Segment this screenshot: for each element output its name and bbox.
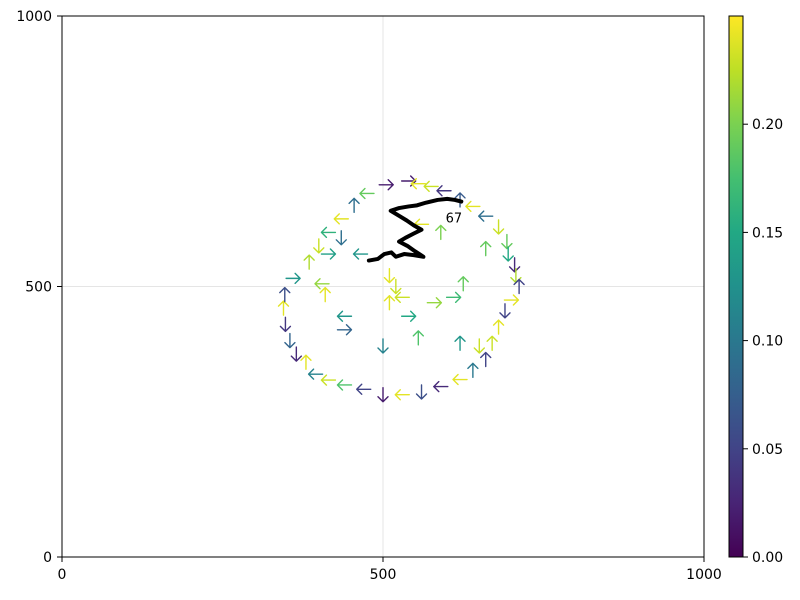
field-arrow [478,210,494,222]
field-arrow [457,276,469,292]
field-arrow [378,179,394,191]
field-arrow [285,272,301,285]
field-arrow [290,346,303,362]
field-arrow [279,316,292,333]
field-arrow [415,384,428,400]
field-arrow [503,294,520,306]
grid-lines [62,16,704,557]
trajectory-line [366,196,464,263]
field-arrow [377,387,389,403]
field-arrow [400,310,417,322]
field-arrow [284,332,296,349]
colorbar-tick-label: 0.00 [752,550,783,566]
colorbar-tick-label: 0.15 [752,225,783,241]
field-arrow [320,374,337,386]
field-arrow [452,373,468,386]
y-tick-label: 0 [43,550,52,566]
field-arrow [433,380,449,393]
trajectory-annotation: 67 [446,211,463,226]
field-arrow [473,338,485,354]
field-arrow [383,295,396,311]
field-arrow [501,233,513,250]
field-arrow [513,278,525,295]
field-arrow [277,300,290,316]
field-arrow [320,248,337,260]
colorbar-tick-label: 0.10 [752,334,783,350]
field-arrow [348,197,360,214]
field-arrow [499,303,511,319]
x-tick-label: 0 [58,567,67,583]
field-arrow [467,362,479,379]
colorbar: 0.00 0.05 0.10 0.15 0.20 [728,15,783,566]
field-arrow [320,226,337,239]
field-arrow [465,200,481,213]
field-arrow [436,185,452,197]
field-arrow [486,335,498,352]
field-arrow [307,368,324,380]
field-arrow [454,335,466,352]
field-arrow [435,224,447,241]
field-arrow [300,354,312,370]
field-arrow [352,248,369,260]
colorbar-tick-label: 0.05 [752,442,783,458]
field-arrow [319,286,331,303]
field-arrow [383,267,396,284]
colorbar-bar [728,15,744,558]
field-arrow [426,297,443,309]
y-tick-label: 1000 [16,9,52,25]
field-arrow [336,324,353,336]
x-tick-label: 1000 [686,567,722,583]
field-arrow [445,291,462,304]
field-arrow [480,351,492,368]
field-arrow [359,187,375,200]
field-arrow [336,310,353,322]
field-arrow [377,338,389,354]
axes: 00 500 500 1000 1000 [16,9,721,583]
field-arrow [356,383,372,395]
field-arrow [390,278,402,295]
field-arrow [279,286,291,303]
field-arrow [313,238,325,254]
field-arrow [410,178,427,190]
field-arrow [492,319,505,335]
field-arrow [335,230,347,246]
field-arrow [394,389,410,401]
y-tick-label: 500 [25,280,52,296]
field-arrow [492,219,505,235]
x-tick-label: 500 [370,567,397,583]
colorbar-tick-label: 0.20 [752,117,783,133]
arrow-field [277,175,525,403]
field-arrow [423,180,439,193]
field-arrow [480,240,492,257]
trajectory-layer [366,196,464,263]
field-arrow [502,246,514,262]
field-arrow [314,278,330,290]
field-arrow [336,379,353,391]
field-arrow [303,254,315,270]
field-arrow [333,213,349,225]
field-arrow [394,291,410,304]
field-arrow [508,257,521,273]
field-arrow [412,330,425,346]
